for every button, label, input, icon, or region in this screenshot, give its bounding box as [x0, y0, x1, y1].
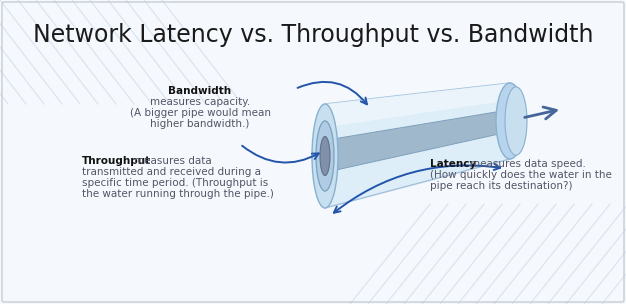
Text: higher bandwidth.): higher bandwidth.) — [150, 119, 250, 129]
Ellipse shape — [496, 83, 524, 159]
Text: (How quickly does the water in the: (How quickly does the water in the — [430, 170, 612, 180]
Text: measures capacity.: measures capacity. — [150, 97, 250, 107]
Polygon shape — [325, 83, 510, 127]
Text: Bandwidth: Bandwidth — [168, 86, 232, 96]
Ellipse shape — [505, 87, 527, 155]
Text: (A bigger pipe would mean: (A bigger pipe would mean — [130, 108, 270, 118]
Text: Latency: Latency — [430, 159, 476, 169]
Text: measures data: measures data — [134, 156, 212, 166]
Polygon shape — [327, 110, 508, 172]
Ellipse shape — [320, 136, 330, 175]
Text: Throughput: Throughput — [82, 156, 151, 166]
Text: Network Latency vs. Throughput vs. Bandwidth: Network Latency vs. Throughput vs. Bandw… — [33, 23, 593, 47]
Polygon shape — [325, 83, 510, 208]
Ellipse shape — [316, 121, 334, 191]
Text: specific time period. (Throughput is: specific time period. (Throughput is — [82, 178, 269, 188]
Text: the water running through the pipe.): the water running through the pipe.) — [82, 189, 274, 199]
Ellipse shape — [312, 104, 338, 208]
Text: pipe reach its destination?): pipe reach its destination?) — [430, 181, 573, 191]
Text: transmitted and received during a: transmitted and received during a — [82, 167, 261, 177]
Text: measures data speed.: measures data speed. — [470, 159, 586, 169]
